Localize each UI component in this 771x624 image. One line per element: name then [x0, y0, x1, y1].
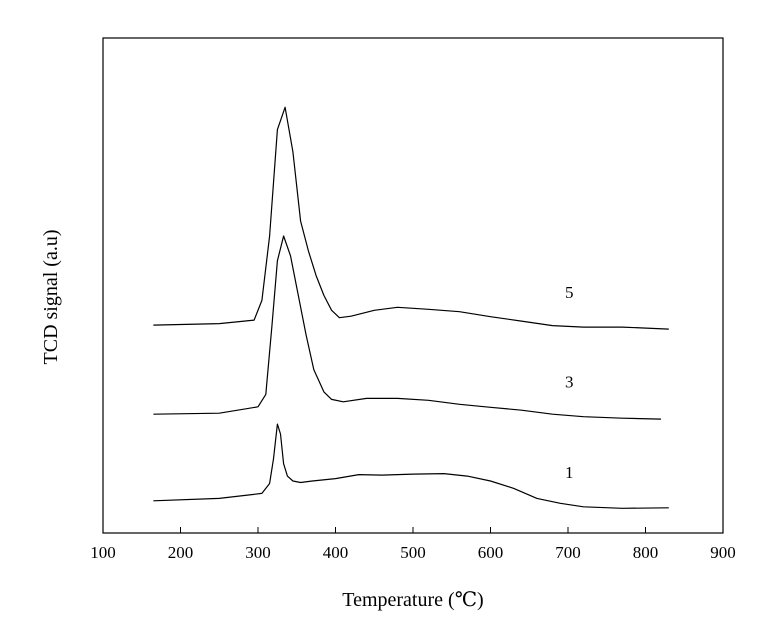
x-axis-title: Temperature (℃) [342, 589, 483, 611]
series-line-3 [153, 235, 662, 420]
curve-labels: 5 3 1 [565, 283, 574, 482]
x-tick-label: 700 [555, 543, 581, 562]
x-tick-label: 400 [323, 543, 349, 562]
x-tick-label: 300 [245, 543, 271, 562]
x-tick-label: 100 [90, 543, 116, 562]
x-tick-label: 900 [710, 543, 736, 562]
curves [153, 106, 669, 509]
series-line-1 [153, 423, 669, 509]
series-line-5 [153, 106, 669, 330]
plot-area-frame [102, 37, 724, 534]
y-axis-title: TCD signal (a.u) [40, 230, 62, 365]
x-tick-label: 600 [478, 543, 504, 562]
x-tick-label: 800 [633, 543, 659, 562]
x-tick-label: 500 [400, 543, 426, 562]
x-tick-label: 200 [168, 543, 194, 562]
curve-label-5: 5 [565, 283, 574, 302]
curve-label-3: 3 [565, 373, 574, 392]
curve-label-1: 1 [565, 463, 574, 482]
x-axis-ticks: 100 200 300 400 500 600 700 800 900 [90, 527, 736, 562]
